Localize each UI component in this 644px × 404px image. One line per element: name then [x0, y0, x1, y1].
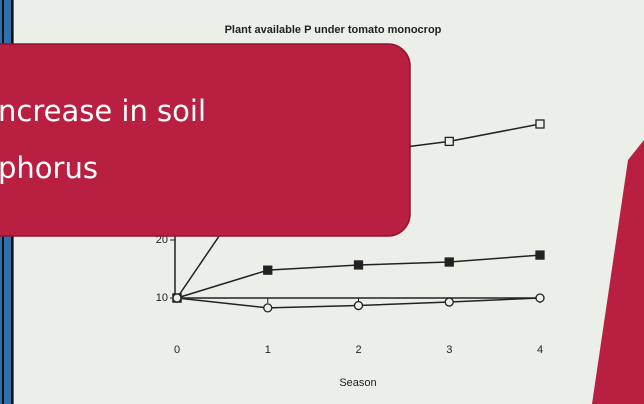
marker	[353, 300, 364, 311]
x-tick-label: 4	[537, 344, 543, 356]
x-tick-label: 0	[174, 344, 180, 356]
x-axis-label: Season	[339, 377, 376, 389]
callout-text: ncrease in soil	[0, 94, 206, 128]
marker	[535, 293, 545, 303]
marker	[444, 136, 454, 147]
marker	[535, 119, 545, 129]
marker	[263, 303, 273, 313]
x-tick-label: 1	[265, 344, 271, 356]
marker	[444, 297, 454, 307]
y-tick-label: 10	[156, 292, 168, 304]
red-banner	[592, 140, 644, 404]
overlay: ncrease in soil phorus	[0, 43, 644, 404]
callout-box	[0, 43, 411, 237]
callout-text: phorus	[0, 151, 98, 185]
y-tick-label: 20	[156, 234, 168, 246]
marker	[535, 250, 545, 260]
marker	[353, 260, 364, 270]
x-tick-label: 3	[446, 344, 452, 356]
marker	[263, 265, 273, 275]
chart-title: Plant available P under tomato monocrop	[225, 24, 442, 36]
marker	[172, 293, 182, 303]
marker	[444, 257, 454, 267]
x-tick-label: 2	[355, 344, 361, 356]
